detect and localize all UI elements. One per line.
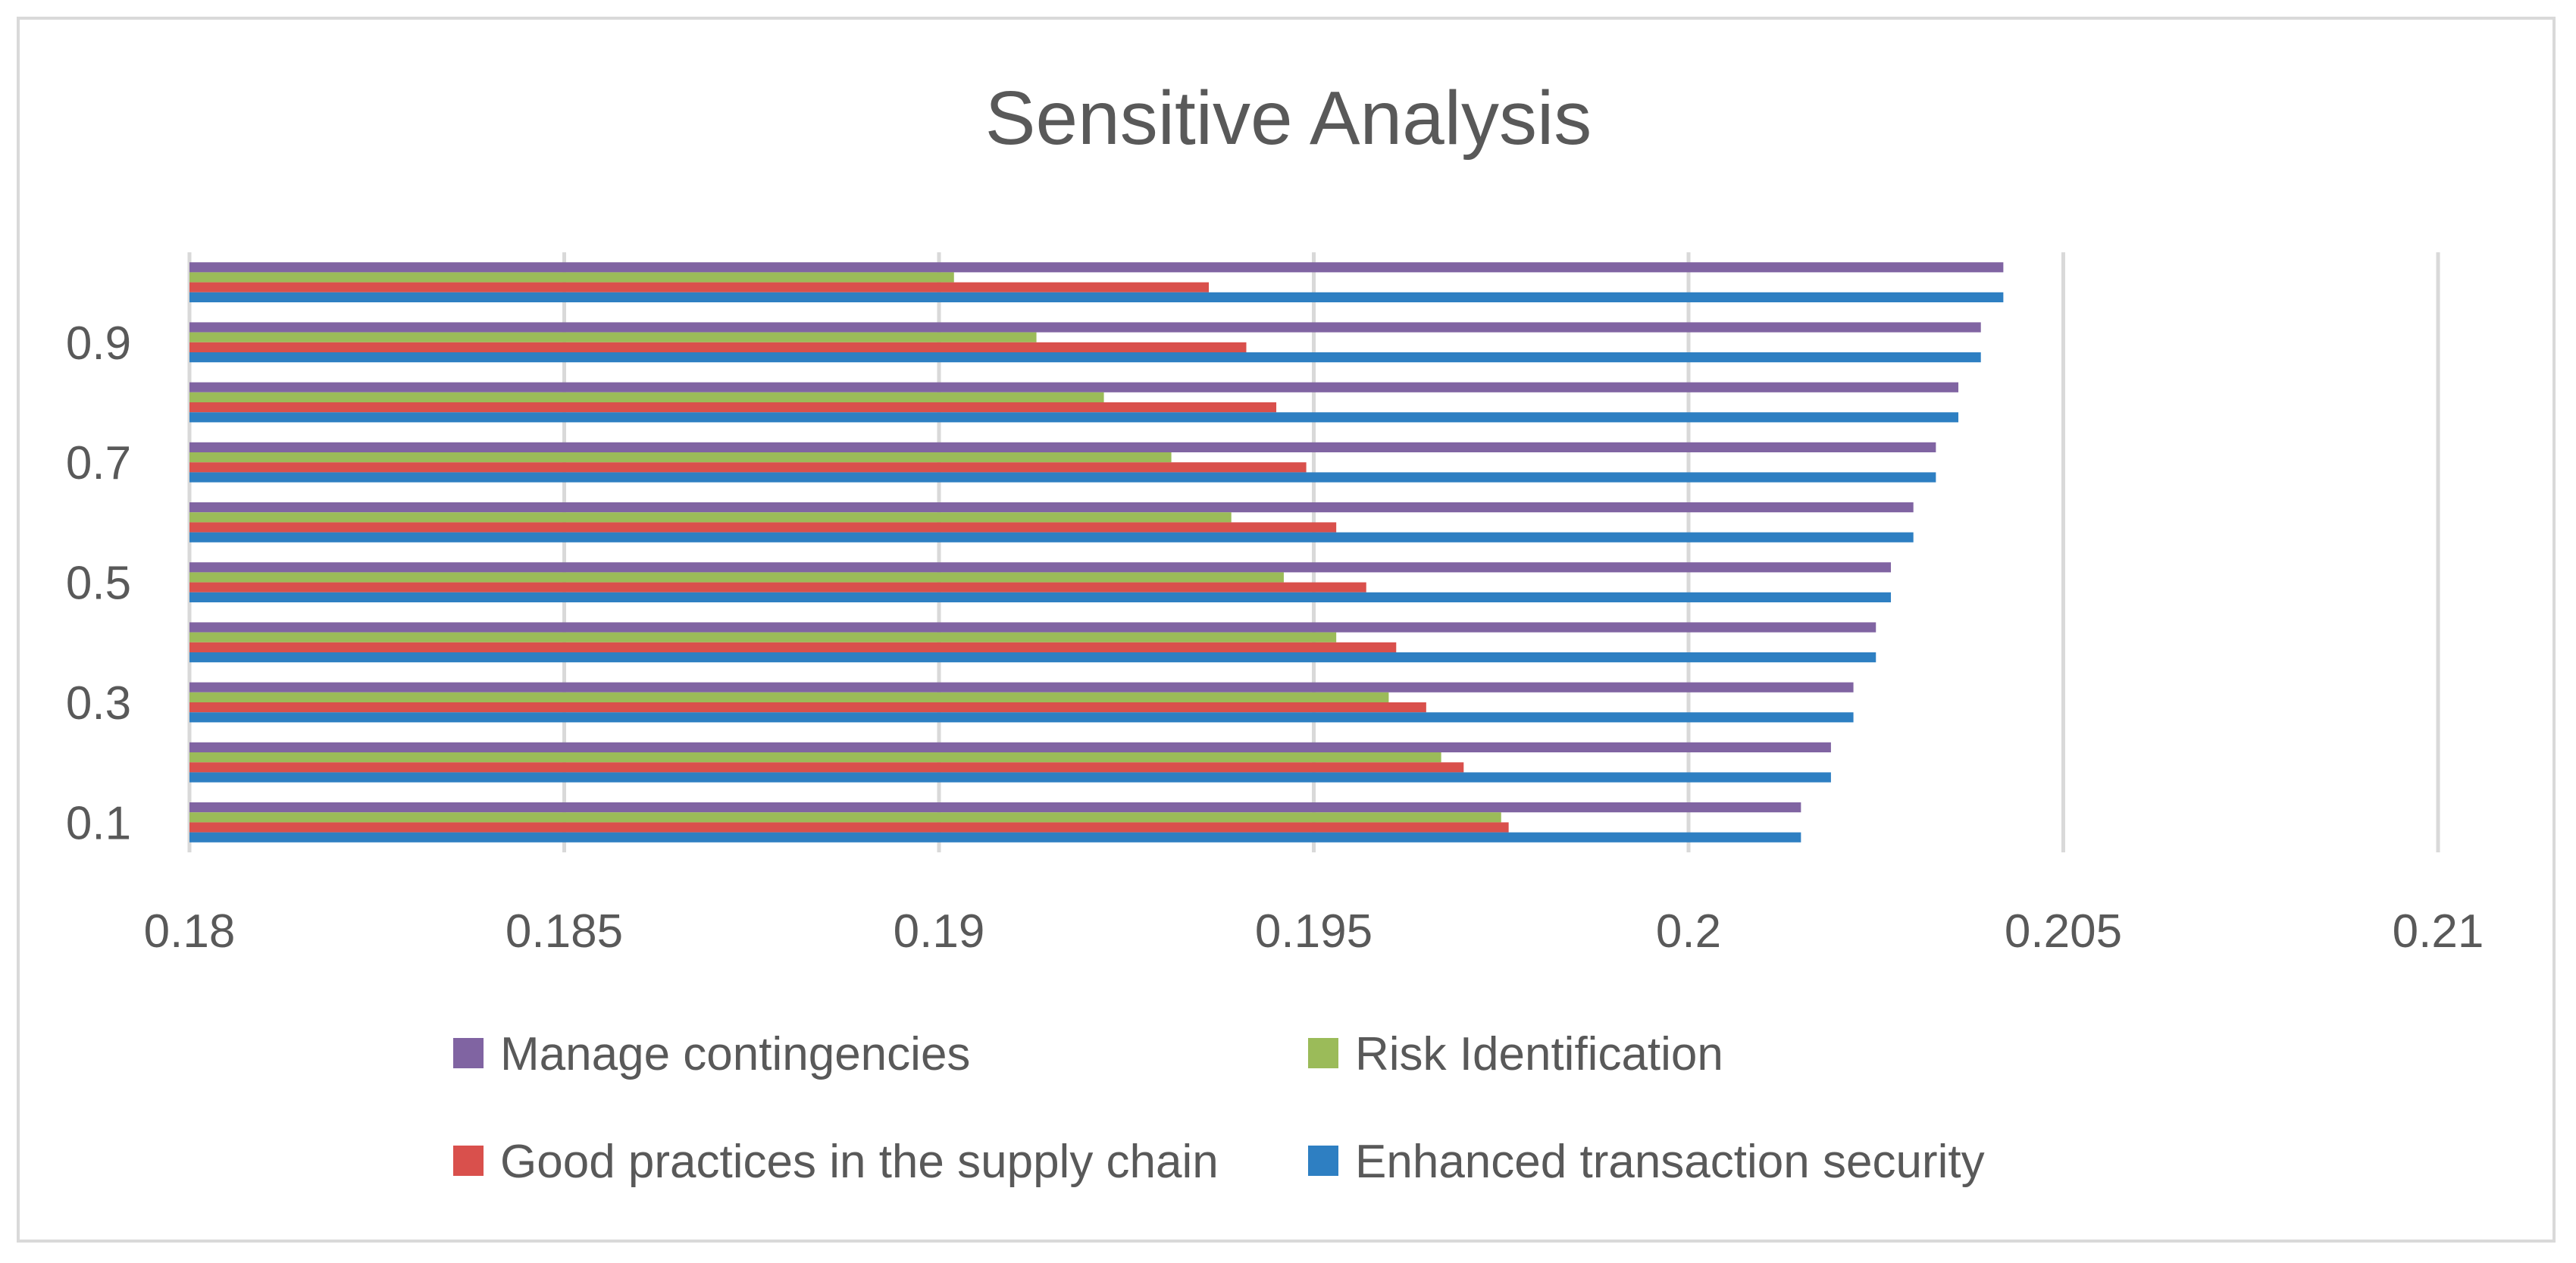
bar-good-practices-in-the-supply-chain-0.5 [189,582,1366,592]
legend-label: Good practices in the supply chain [500,1136,1219,1188]
bar-good-practices-in-the-supply-chain-1.0 [189,282,1210,292]
bar-risk-identification-0.5 [189,572,1284,583]
bar-good-practices-in-the-supply-chain-0.1 [189,822,1509,833]
bar-risk-identification-0.3 [189,692,1389,702]
bar-manage-contingencies-0.5 [189,562,1892,573]
bar-enhanced-transaction-security-0.2 [189,772,1831,783]
legend-swatch [1308,1038,1338,1068]
legend-label: Risk Identification [1355,1028,1723,1080]
bar-risk-identification-0.2 [189,752,1441,763]
bar-good-practices-in-the-supply-chain-0.3 [189,702,1426,713]
bar-enhanced-transaction-security-0.9 [189,352,1981,363]
bar-manage-contingencies-0.7 [189,442,1936,452]
bar-enhanced-transaction-security-0.6 [189,532,1914,542]
bars [189,262,2004,843]
legend-label: Enhanced transaction security [1355,1136,1985,1188]
bar-manage-contingencies-0.9 [189,322,1981,333]
bar-good-practices-in-the-supply-chain-0.8 [189,402,1277,413]
legend-swatch [1308,1146,1338,1176]
y-tick-label: 0.1 [66,797,131,849]
x-tick-label: 0.205 [2005,905,2122,958]
y-tick-label: 0.5 [66,558,131,610]
bar-risk-identification-0.4 [189,632,1337,642]
x-tick-label: 0.21 [2393,905,2484,958]
bar-good-practices-in-the-supply-chain-0.9 [189,342,1247,352]
bar-risk-identification-0.7 [189,452,1172,463]
bar-good-practices-in-the-supply-chain-0.7 [189,462,1307,473]
bar-manage-contingencies-0.8 [189,382,1959,392]
bar-manage-contingencies-0.6 [189,502,1914,513]
x-axis-tick-labels: 0.18 0.185 0.19 0.195 0.2 0.205 0.21 [144,905,2484,958]
bar-enhanced-transaction-security-0.1 [189,832,1801,843]
y-tick-label: 0.3 [66,677,131,730]
bar-enhanced-transaction-security-0.8 [189,412,1959,423]
bar-manage-contingencies-0.2 [189,742,1831,752]
bar-risk-identification-1.0 [189,272,954,283]
x-tick-label: 0.18 [144,905,236,958]
legend-swatch [453,1038,484,1068]
bar-good-practices-in-the-supply-chain-0.2 [189,762,1464,773]
bar-manage-contingencies-0.1 [189,802,1801,813]
bar-risk-identification-0.9 [189,332,1037,342]
chart-title: Sensitive Analysis [985,76,1592,161]
bar-enhanced-transaction-security-1.0 [189,292,2004,302]
bar-manage-contingencies-0.4 [189,622,1876,633]
bar-manage-contingencies-0.3 [189,682,1854,692]
x-tick-label: 0.195 [1255,905,1373,958]
bar-risk-identification-0.1 [189,812,1501,823]
bar-enhanced-transaction-security-0.4 [189,652,1876,663]
bar-manage-contingencies-1.0 [189,262,2004,273]
bar-risk-identification-0.8 [189,392,1104,402]
bar-good-practices-in-the-supply-chain-0.4 [189,642,1397,652]
legend-label: Manage contingencies [500,1028,970,1080]
x-tick-label: 0.2 [1656,905,1721,958]
bar-enhanced-transaction-security-0.3 [189,712,1854,723]
bar-risk-identification-0.6 [189,512,1232,523]
y-axis-tick-labels: 0.1 0.3 0.5 0.7 0.9 [66,317,131,850]
bar-enhanced-transaction-security-0.5 [189,592,1892,602]
legend: Manage contingencies Risk Identification G… [453,1028,1985,1188]
x-tick-label: 0.185 [505,905,623,958]
y-tick-label: 0.7 [66,437,131,489]
x-tick-label: 0.19 [894,905,985,958]
y-tick-label: 0.9 [66,317,131,370]
legend-swatch [453,1146,484,1176]
bar-good-practices-in-the-supply-chain-0.6 [189,522,1337,533]
bar-enhanced-transaction-security-0.7 [189,472,1936,483]
